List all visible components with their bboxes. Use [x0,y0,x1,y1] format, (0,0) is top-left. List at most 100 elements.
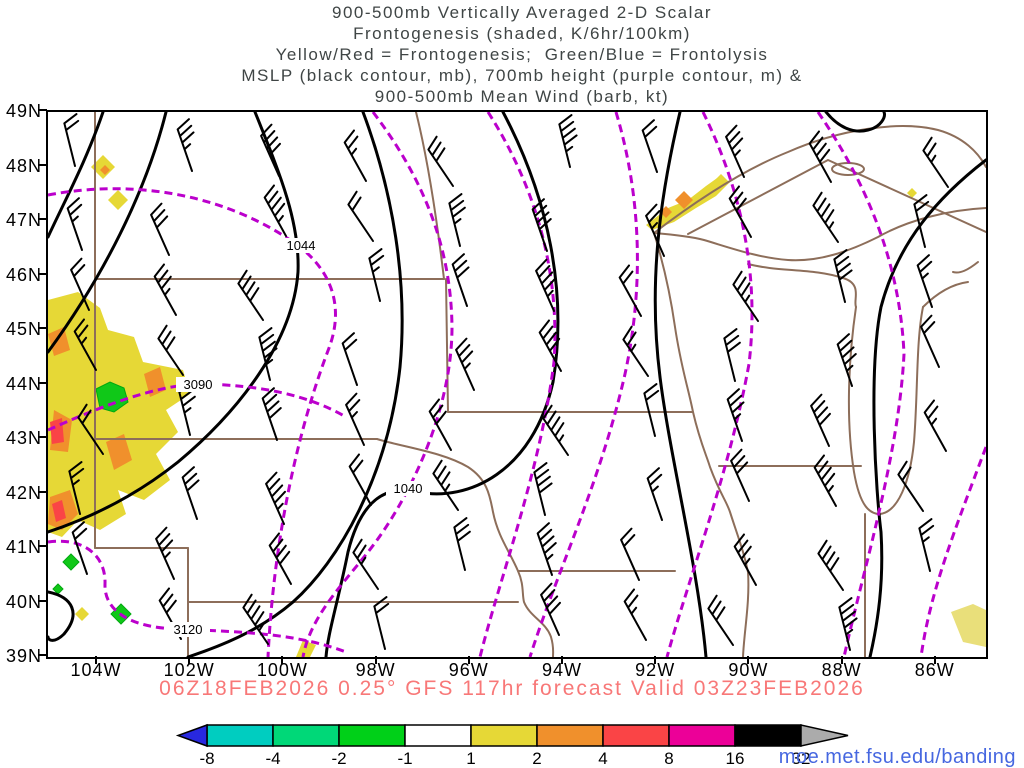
wind-barb [258,327,278,381]
wind-barb [263,184,287,237]
lon-tick [188,656,191,664]
colorbar-segment [470,724,538,747]
wind-barb [723,328,741,382]
lon-label: 88W [821,660,862,680]
lon-label: 102W [163,660,215,680]
wind-barb [833,249,853,303]
wind-barb [916,254,933,308]
title-line-4: MSLP (black contour, mb), 700mb height (… [241,66,803,85]
wind-barb [343,129,367,182]
forecast-caption: 06Z18FEB2026 0.25° GFS 117hr forecast Va… [159,677,865,700]
wind-barb [368,248,385,302]
lat-tick [38,545,47,547]
wind-barb [558,114,578,168]
mslp-contours [48,112,986,657]
wind-barb [427,135,454,187]
wind-barb [77,403,104,455]
colorbar-segment [602,724,670,747]
wind-barb [810,393,831,447]
contour-label-1044: 1044 [287,238,316,253]
lon-tick [374,656,377,664]
wind-barb [453,517,471,571]
wind-barb [347,190,374,242]
colorbar-segment [338,724,406,747]
lat-label: 41N [5,537,42,557]
wind-barb [155,526,175,580]
wind-barb [348,453,372,506]
wind-barb [707,594,734,646]
lat-label: 44N [5,373,42,394]
colorbar-tick-label: 2 [532,749,542,768]
colorbar-tick-label: 32 [791,749,811,768]
colorbar-segment [206,724,274,747]
title-line-5: 900-500mb Mean Wind (barb, kt) [374,87,670,106]
lat-label: 46N [5,264,42,285]
colorbar-tick-label: 16 [725,749,745,768]
wind-barb [265,471,286,525]
wind-barb [646,467,663,521]
wind-barb [63,113,80,167]
colorbar-segment [272,724,340,747]
wind-barb [432,459,459,511]
contour-label-1040: 1040 [394,481,423,496]
lon-label: 96W [448,660,489,680]
lat-tick [38,163,47,166]
lat-label: 49N [5,101,42,121]
wind-barb [645,203,665,257]
site-link[interactable]: moe.met.fsu.edu/banding [778,746,1016,768]
wind-barb [920,314,940,368]
lon-tick [467,656,470,664]
colorbar-tick-label: -4 [265,749,281,768]
wind-barb [268,532,292,585]
wind-barb [643,383,660,437]
wind-barb [620,527,640,581]
wind-barb [817,539,844,591]
wind-barb [922,136,949,188]
wind-barb [725,124,745,178]
colorbar-segment [668,724,736,747]
wind-barb [622,325,649,377]
lat-tick [38,109,47,111]
lat-label: 48N [5,155,42,176]
wind-barb [538,319,562,372]
colorbar-canvas [175,723,849,748]
lon-label: 86W [914,660,955,680]
wind-barb [448,193,466,247]
colorbar-tick-label: 8 [664,749,674,768]
contour-value-labels: 1044 1040 3090 3120 [166,238,430,637]
wind-barb [451,253,470,307]
wind-barb [623,588,647,641]
wind-barb [533,462,553,516]
wind-barb [242,593,269,645]
lon-tick [654,656,657,664]
wind-barb [813,454,837,507]
title-line-1: 900-500mb Vertically Averaged 2-D Scalar [331,3,713,22]
lon-label: 98W [355,660,396,680]
wind-barbs [63,113,949,651]
lon-label: 100W [256,660,308,680]
wind-barb [812,191,839,243]
lat-tick [38,218,47,220]
title-line-2: Frontogenesis (shaded, K/6hr/100km) [353,24,691,43]
figure-title: 900-500mb Vertically Averaged 2-D Scalar… [20,2,1024,107]
wind-barb [71,521,88,575]
wind-barb [923,399,947,452]
lon-label: 92W [635,660,676,680]
wind-barb [68,461,85,515]
wind-barb [535,258,556,312]
lat-tick [38,599,47,602]
wind-barb [260,123,281,177]
lon-tick [95,656,97,664]
wind-barb [913,194,930,248]
wind-barb [66,197,83,251]
colorbar-tick-label: -2 [331,749,347,768]
lat-label: 45N [5,319,42,339]
contour-label-3120: 3120 [174,622,203,637]
lat-label: 40N [5,591,42,612]
wind-barb [540,582,561,636]
wind-barb [733,533,757,586]
wind-barb [428,398,452,451]
wind-barb [808,130,832,183]
wind-barb [897,460,924,512]
colorbar-segment [404,724,472,747]
